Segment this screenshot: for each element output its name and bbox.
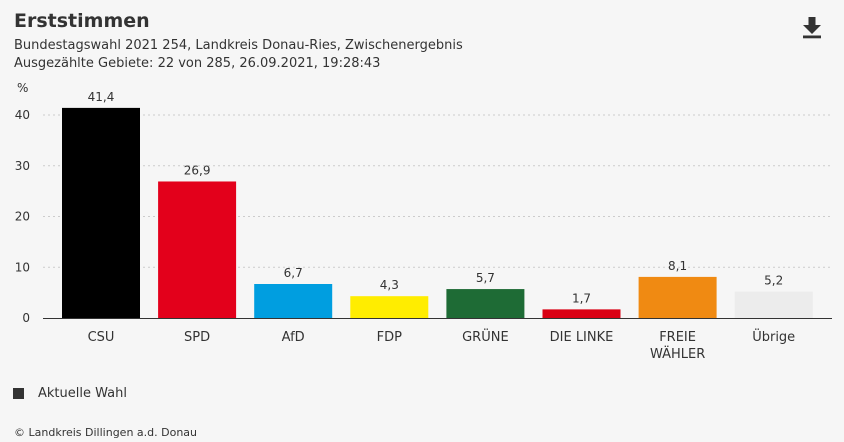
y-tick-label: 20 xyxy=(15,210,30,224)
value-label: 6,7 xyxy=(284,266,303,280)
legend-label: Aktuelle Wahl xyxy=(38,386,127,401)
value-label: 4,3 xyxy=(380,278,399,292)
x-tick-label: CSU xyxy=(88,330,115,345)
x-tick-label: SPD xyxy=(184,330,210,345)
x-tick-label: DIE LINKE xyxy=(550,330,614,345)
bar-spd xyxy=(158,181,237,318)
y-tick-label: 30 xyxy=(15,159,30,173)
x-tick-label: GRÜNE xyxy=(462,328,509,345)
axes: % 0 10 20 30 40 CSU SPD AfD FDP GRÜNE DIE LINKE FREI… xyxy=(15,81,832,362)
bar-grüne xyxy=(446,289,525,318)
x-tick-label: AfD xyxy=(282,330,305,345)
value-label: 41,4 xyxy=(88,90,115,104)
bar-freie-wähler xyxy=(638,276,717,318)
value-label: 8,1 xyxy=(668,259,687,273)
y-axis-unit-label: % xyxy=(17,81,28,95)
x-tick-label: FREIE xyxy=(659,330,696,345)
bars xyxy=(62,107,813,319)
y-tick-label: 0 xyxy=(22,311,30,325)
value-label: 1,7 xyxy=(572,291,591,305)
download-button[interactable] xyxy=(800,14,824,40)
value-label: 5,7 xyxy=(476,271,495,285)
y-tick-label: 40 xyxy=(15,108,30,122)
value-label: 5,2 xyxy=(764,274,783,288)
bar-afd xyxy=(254,283,333,318)
x-tick-label: FDP xyxy=(377,330,402,345)
bar-csu xyxy=(62,107,140,319)
bar-übrige xyxy=(734,291,813,318)
download-icon xyxy=(803,17,821,39)
value-label: 26,9 xyxy=(184,163,211,177)
chart-subtitle: Bundestagswahl 2021 254, Landkreis Donau… xyxy=(14,37,463,73)
value-labels: 41,4 26,9 6,7 4,3 5,7 1,7 8,1 5,2 xyxy=(88,90,784,305)
subtitle-line-status: Ausgezählte Gebiete: 22 von 285, 26.09.2… xyxy=(14,56,381,71)
legend-swatch xyxy=(13,388,24,399)
source-credit: © Landkreis Dillingen a.d. Donau xyxy=(14,426,198,439)
chart-title: Erststimmen xyxy=(14,10,150,32)
bar-chart: 41,4 26,9 6,7 4,3 5,7 1,7 8,1 5,2 % 0 10 20 30 40 CSU… xyxy=(15,81,832,362)
x-tick-label: Übrige xyxy=(752,328,795,345)
subtitle-line-election: Bundestagswahl 2021 254, Landkreis Donau… xyxy=(14,38,463,53)
bar-fdp xyxy=(350,296,429,318)
legend: Aktuelle Wahl xyxy=(13,386,127,401)
y-tick-label: 10 xyxy=(15,260,30,274)
x-tick-label: WÄHLER xyxy=(650,346,705,362)
bar-die-linke xyxy=(542,309,621,318)
